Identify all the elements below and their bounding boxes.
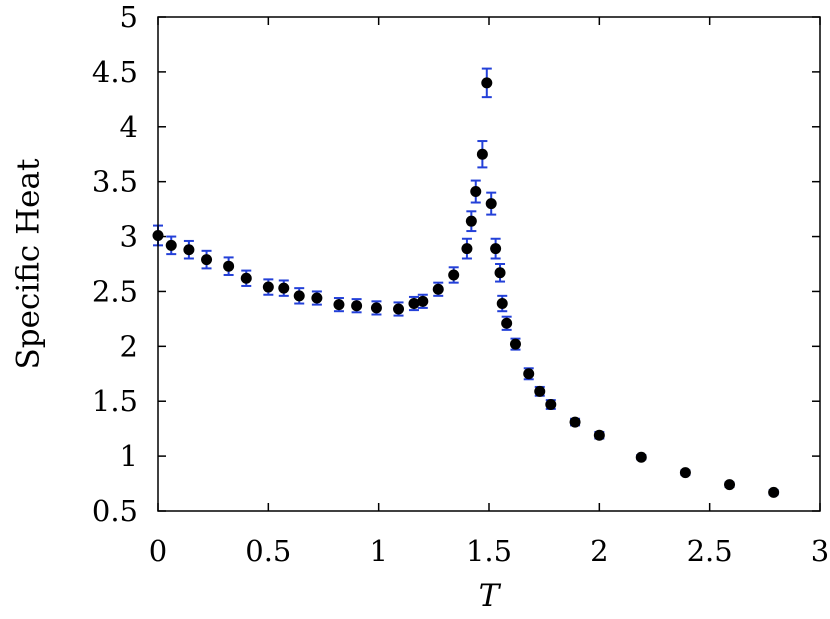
x-tick-label: 3 <box>811 534 829 568</box>
data-point <box>393 303 405 315</box>
tick-labels: 0 0.5 1 1.5 2 2.5 3 0.5 1 1.5 2 2.5 3 3.5 4 4.5 5 <box>92 0 829 568</box>
data-point <box>201 254 213 266</box>
data-point <box>370 302 382 314</box>
data-point <box>461 243 473 255</box>
data-point <box>417 295 429 307</box>
data-point <box>494 267 506 279</box>
data-point <box>165 239 177 251</box>
x-tick-label: 2.5 <box>687 534 733 568</box>
data-point <box>485 198 497 210</box>
data-point <box>501 317 513 329</box>
x-tick-label: 1 <box>369 534 387 568</box>
data-point <box>262 281 274 293</box>
y-tick-label: 1 <box>120 439 138 473</box>
data-point <box>635 451 647 463</box>
axis-ticks <box>157 16 821 512</box>
data-point <box>490 243 502 255</box>
data-point <box>432 283 444 295</box>
data-point <box>593 429 605 441</box>
data-point <box>311 292 323 304</box>
data-point <box>333 299 345 311</box>
data-point <box>470 186 482 198</box>
data-point <box>768 486 780 498</box>
y-tick-label: 4.5 <box>92 55 138 89</box>
data-point <box>183 244 195 256</box>
data-point <box>545 399 557 411</box>
x-tick-label: 0.5 <box>245 534 291 568</box>
data-point <box>496 298 508 310</box>
data-point <box>569 416 581 428</box>
data-point <box>293 290 305 302</box>
x-tick-label: 0 <box>149 534 167 568</box>
y-axis-label: Specific Heat <box>11 158 47 369</box>
data-point <box>679 467 691 479</box>
y-tick-label: 4 <box>120 110 138 144</box>
x-axis-label: T <box>479 578 502 614</box>
data-point <box>523 368 535 380</box>
data-point <box>448 269 460 281</box>
y-tick-label: 2.5 <box>92 274 138 308</box>
y-tick-label: 0.5 <box>92 494 138 528</box>
x-tick-label: 2 <box>590 534 608 568</box>
data-point <box>534 385 546 397</box>
data-point <box>351 300 363 312</box>
y-tick-label: 2 <box>120 329 138 363</box>
data-point <box>509 338 521 350</box>
y-tick-label: 3.5 <box>92 165 138 199</box>
plot-frame <box>157 16 821 512</box>
data-point <box>481 77 493 89</box>
data-point <box>240 272 252 284</box>
data-point <box>724 479 736 491</box>
data-point <box>465 215 477 227</box>
x-tick-label: 1.5 <box>466 534 512 568</box>
data-point <box>476 148 488 160</box>
y-tick-label: 3 <box>120 220 138 254</box>
data-point <box>278 282 290 294</box>
y-tick-label: 5 <box>120 0 138 34</box>
data-points <box>152 77 780 498</box>
data-point <box>408 298 420 310</box>
data-point <box>223 260 235 272</box>
y-tick-label: 1.5 <box>92 384 138 418</box>
